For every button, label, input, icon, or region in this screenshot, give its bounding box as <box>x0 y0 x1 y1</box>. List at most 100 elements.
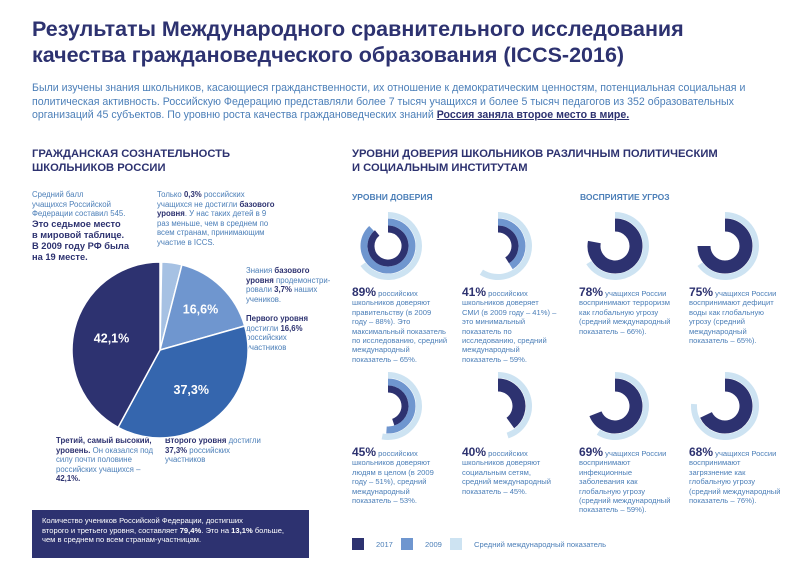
pie-label: 37,3% <box>174 383 209 397</box>
right-heading: УРОВНИ ДОВЕРИЯ ШКОЛЬНИКОВ РАЗЛИЧНЫМ ПОЛИ… <box>352 148 718 175</box>
donut-text-line: показатель – 59%. <box>462 354 528 364</box>
note-text: учеников. <box>246 294 282 304</box>
donut-text-line: воспринимают терроризм <box>579 298 670 308</box>
donut-text-line: российских <box>376 449 418 458</box>
note-text: российских <box>201 190 245 199</box>
donut-ring-2017 <box>587 218 643 274</box>
intro-highlight: Россия заняла второе место в мире. <box>436 109 630 121</box>
donut-percent: 41% <box>462 285 487 299</box>
pie-label: 42,1% <box>94 332 129 346</box>
donut-ring-intl <box>691 372 759 440</box>
footer-text: больше, <box>252 525 285 535</box>
donut-text-line: показатель – 45%. <box>462 486 528 496</box>
avg-line: учащихся Российской <box>32 199 111 209</box>
below-basic-note: Только 0,3% российских учащихся не дости… <box>157 190 277 248</box>
donut-text-line: показатель – 65%. <box>352 354 418 364</box>
note-text: ровали <box>246 285 275 295</box>
donut-chart <box>589 372 649 440</box>
donut-ring-2017 <box>697 218 753 274</box>
donut-ring-intl <box>596 372 649 440</box>
note-bold: 3,7% <box>274 285 292 295</box>
left-heading-line-2: ШКОЛЬНИКОВ РОССИИ <box>32 161 166 174</box>
donut-description: 75% учащихся России воспринимают дефицит в… <box>689 286 787 345</box>
donut-text-line: СМИ (в 2009 году – 41%) – <box>462 307 557 317</box>
note-text: участников <box>165 455 206 465</box>
avg-bold-line: Это седьмое место <box>32 218 121 229</box>
donut-text-line: показатель – 76%). <box>689 496 757 506</box>
note-bold: уровня <box>246 275 274 285</box>
avg-line: Федерации составил 545. <box>32 209 126 219</box>
donut-chart <box>691 372 759 440</box>
donut-text-line: (средний международный <box>579 496 671 506</box>
right-heading-line-2: И СОЦИАЛЬНЫМ ИНСТИТУТАМ <box>352 161 528 174</box>
first-level-note: Первого уровня достигли 16,6% российских… <box>246 314 346 352</box>
intro-paragraph: Были изучены знания школьников, касающие… <box>32 82 777 123</box>
donut-ring-intl <box>497 372 532 439</box>
footer-line: чем в среднем по всем странам-участницам… <box>42 535 202 545</box>
donut-description: 45% российских школьников доверяют людям в… <box>352 445 450 505</box>
note-bold: 37,3% <box>165 445 188 455</box>
average-score-note: Средний балл учащихся Российской Федерац… <box>32 190 150 264</box>
pie-slice <box>71 261 161 429</box>
donut-chart <box>479 212 532 280</box>
threat-subheading: ВОСПРИЯТИЕ УГРОЗ <box>580 192 670 202</box>
donut-text-line: загрязнение как <box>689 467 746 477</box>
note-text: всем странам, принимающим <box>157 228 265 238</box>
note-text: участие в ICCS. <box>157 237 215 247</box>
note-text: продемонстри- <box>273 275 331 285</box>
donut-percent: 89% <box>352 285 377 299</box>
donut-percent: 68% <box>689 445 714 459</box>
trust-subheading: УРОВНИ ДОВЕРИЯ <box>352 192 433 202</box>
legend-swatch <box>401 538 413 550</box>
donut-text-line: учащихся России <box>603 449 667 458</box>
donut-text-line: инфекционные <box>579 467 633 477</box>
donut-chart <box>497 372 532 439</box>
note-bold: Первого уровня <box>246 314 309 323</box>
note-bold: базового <box>239 199 275 209</box>
footer-summary-box: Количество учеников Российской Федерации… <box>32 510 309 558</box>
donut-text-line: социальным сетям, <box>462 467 531 477</box>
footer-text: . Это на <box>201 525 232 535</box>
donut-ring-2009 <box>497 218 526 270</box>
page-title: Результаты Международного сравнительного… <box>32 17 684 67</box>
note-text: . У нас таких детей в 9 <box>184 209 267 219</box>
donut-text-line: воды как глобальную <box>689 307 764 317</box>
note-text: Знания <box>246 266 273 275</box>
note-bold: уровня <box>157 209 185 219</box>
note-text: российских <box>246 333 287 343</box>
donut-percent: 40% <box>462 445 487 459</box>
note-bold: Третий, самый высокий, <box>56 436 152 445</box>
donut-text-line: глобальную угрозу <box>579 486 646 496</box>
donut-text-line: (средний международный <box>689 486 781 496</box>
pie-label: 16,6% <box>183 302 218 316</box>
donut-text-line: году – 51%), средний <box>352 477 427 487</box>
donut-text-line: это минимальный <box>462 317 526 327</box>
achievement-pie-chart: 42,1% 37,3% 16,6% <box>71 261 249 439</box>
donut-text-line: российских <box>486 289 528 298</box>
donut-text-line: правительству (в 2009 <box>352 307 432 317</box>
donut-text-line: как глобальную угрозу <box>579 307 659 317</box>
donut-text-line: школьников доверяют <box>352 458 431 468</box>
donut-ring-intl <box>381 372 422 440</box>
donut-percent: 45% <box>352 445 377 459</box>
donut-ring-intl <box>479 212 532 280</box>
donut-text-line: показатель – 66%). <box>579 326 647 336</box>
note-text: раз меньше, чем в среднем по <box>157 218 269 228</box>
donut-text-line: учащихся России <box>603 289 667 298</box>
donut-chart <box>697 212 759 280</box>
donut-description: 41% российских школьников доверяет СМИ (в … <box>462 285 560 364</box>
donut-ring-intl <box>586 212 649 280</box>
donut-ring-2009 <box>360 218 416 274</box>
footer-text: второго и третьего уровня, составляет <box>42 525 180 535</box>
pie-slice <box>117 325 249 439</box>
note-bold: Второго уровня <box>165 436 227 445</box>
donut-text-line: российских <box>376 289 418 298</box>
legend-swatch <box>450 538 462 550</box>
legend-intl: Средний международный показатель <box>450 538 606 550</box>
donut-percent: 78% <box>579 285 604 299</box>
legend-2017: 2017 <box>352 538 393 550</box>
donut-text-line: международный <box>462 345 520 355</box>
footer-bold: 13,1% <box>231 525 253 535</box>
donut-text-line: международный <box>352 486 410 496</box>
footer-line: Количество учеников Российской Федерации… <box>42 516 243 525</box>
